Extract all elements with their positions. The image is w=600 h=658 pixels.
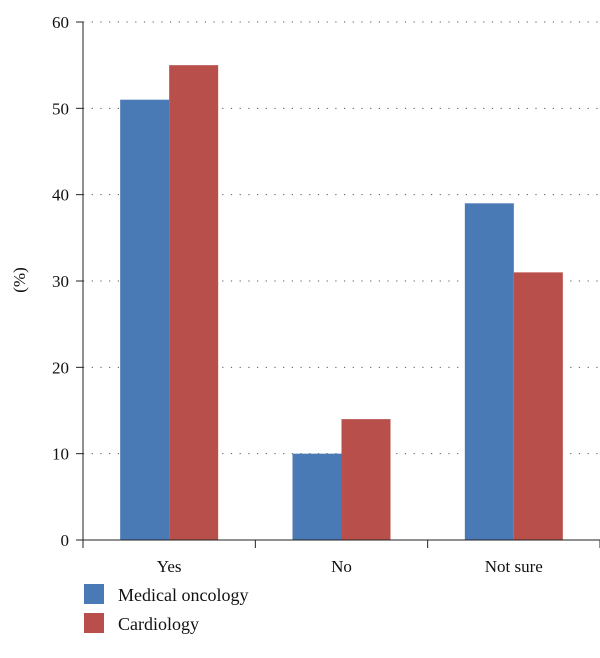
x-tick-labels: Yes No Not sure bbox=[82, 540, 600, 576]
y-tick-label: 10 bbox=[52, 445, 69, 464]
legend-swatch bbox=[84, 613, 104, 633]
bar-medical-oncology-no bbox=[292, 453, 342, 540]
legend-label: Cardiology bbox=[118, 614, 199, 634]
y-tick-label: 40 bbox=[52, 186, 69, 205]
bar-medical-oncology-yes bbox=[120, 99, 170, 540]
y-tick-label: 60 bbox=[52, 13, 69, 32]
y-tick-label: 0 bbox=[61, 531, 70, 550]
legend: Medical oncology Cardiology bbox=[84, 584, 248, 634]
bars bbox=[120, 65, 563, 541]
bar-cardiology-no bbox=[341, 419, 391, 540]
bar-cardiology-yes bbox=[169, 65, 219, 541]
y-tick-label: 50 bbox=[52, 99, 69, 118]
legend-swatch bbox=[84, 584, 104, 604]
x-tick-label: Yes bbox=[157, 557, 182, 576]
y-tick-label: 20 bbox=[52, 358, 69, 377]
bar-cardiology-not-sure bbox=[513, 272, 563, 540]
legend-label: Medical oncology bbox=[118, 585, 248, 605]
bar-medical-oncology-not-sure bbox=[464, 203, 514, 541]
y-tick-label: 30 bbox=[52, 272, 69, 291]
y-tick-labels: 0 10 20 30 40 50 60 bbox=[52, 13, 83, 550]
x-tick-label: Not sure bbox=[485, 557, 543, 576]
y-axis-label: (%) bbox=[10, 267, 29, 292]
x-tick-label: No bbox=[331, 557, 352, 576]
